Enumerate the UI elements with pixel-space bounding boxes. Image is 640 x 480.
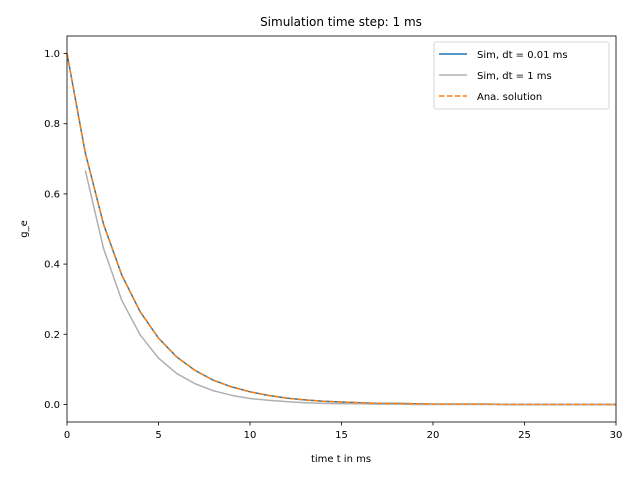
x-tick-label: 0 — [64, 430, 70, 441]
x-axis-label: time t in ms — [311, 454, 371, 465]
series-line-analytic — [66, 53, 616, 406]
legend-label-sim-fine: Sim, dt = 0.01 ms — [477, 50, 568, 61]
x-tick-label: 10 — [244, 430, 257, 441]
legend-label-analytic: Ana. solution — [477, 92, 542, 103]
y-tick-label: 0.4 — [44, 260, 60, 271]
y-tick-label: 0.2 — [44, 330, 60, 341]
y-tick-label: 0.0 — [44, 400, 60, 411]
chart-title: Simulation time step: 1 ms — [260, 15, 422, 29]
y-axis-label: g_e — [19, 220, 30, 238]
legend-box — [433, 41, 610, 110]
x-axis-ticks: 0 5 10 15 20 25 30 — [64, 422, 623, 441]
x-tick-label: 25 — [518, 430, 531, 441]
x-tick-label: 30 — [610, 430, 623, 441]
series-layer — [66, 53, 616, 406]
legend-label-sim-coarse: Sim, dt = 1 ms — [477, 71, 552, 82]
y-tick-label: 0.8 — [44, 119, 60, 130]
x-tick-label: 15 — [335, 430, 348, 441]
x-tick-label: 5 — [155, 430, 161, 441]
y-axis-ticks: 0.0 0.2 0.4 0.6 0.8 1.0 — [44, 49, 67, 411]
y-tick-label: 1.0 — [44, 49, 60, 60]
x-tick-label: 20 — [427, 430, 440, 441]
y-tick-label: 0.6 — [44, 189, 60, 200]
legend: Sim, dt = 0.01 ms Sim, dt = 1 ms Ana. so… — [433, 41, 610, 110]
